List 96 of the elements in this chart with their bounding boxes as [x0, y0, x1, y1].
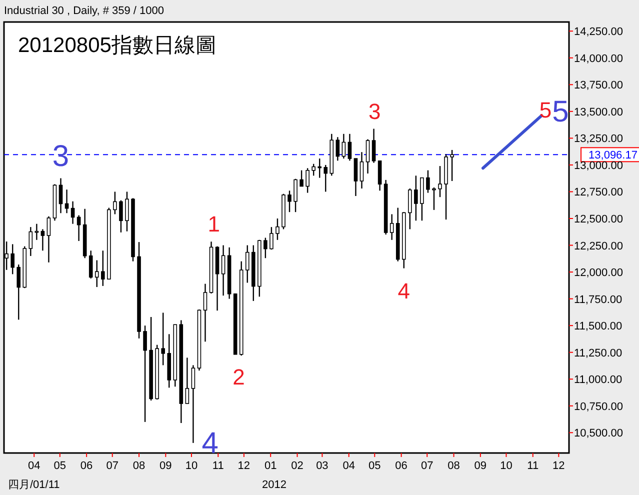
y-tick-label: 13,750.00: [574, 80, 623, 92]
x-tick-label: 05: [54, 460, 66, 472]
candlestick: [348, 133, 352, 162]
candlestick: [360, 152, 364, 190]
y-tick-label: 11,250.00: [574, 347, 622, 360]
candlestick: [426, 170, 430, 194]
text: 四月/01/11: [8, 479, 60, 491]
candlestick: [221, 244, 226, 296]
y-tick-label: 10,750.00: [574, 400, 623, 413]
candlestick: [94, 260, 99, 288]
x-tick-label: 06: [80, 460, 93, 472]
annotation: 1: [208, 212, 220, 237]
x-tick-label: 01: [264, 460, 277, 472]
annotation: 5: [539, 98, 552, 123]
candlestick: [58, 178, 63, 214]
x-tick-label: 02: [291, 460, 304, 472]
annotation: 3: [52, 140, 70, 174]
candlestick: [40, 228, 45, 252]
candlestick: [245, 244, 250, 284]
candlestick: [324, 164, 328, 192]
candlestick: [203, 283, 208, 342]
candlestick: [372, 128, 376, 164]
candlestick: [432, 186, 436, 211]
candlestick: [113, 191, 117, 215]
x-tick-label: 12: [238, 460, 250, 472]
candlestick: [354, 158, 358, 197]
x-tick-label: 09: [474, 460, 487, 472]
candlestick: [288, 190, 292, 213]
candlestick: [294, 178, 298, 213]
annotation: 4: [202, 426, 218, 460]
ref-line-label: 13,096.17: [588, 150, 638, 162]
candlestick: [366, 138, 370, 174]
candlestick: [438, 165, 442, 198]
candlestick: [270, 226, 274, 250]
y-tick-label: 13,250.00: [574, 133, 623, 146]
candlestick: [76, 214, 81, 242]
x-tick-label: 10: [185, 460, 198, 472]
y-tick-label: 12,500.00: [574, 213, 623, 226]
candlestick: [276, 218, 280, 241]
x-tick-label: 11: [212, 460, 224, 472]
x-tick-label: 12: [552, 460, 565, 472]
x-tick-label: 07: [106, 460, 118, 472]
annotation: 2: [232, 364, 245, 390]
candlestick: [312, 163, 316, 176]
x-tick-label: 11: [527, 460, 539, 472]
candlestick: [378, 160, 382, 192]
x-tick-label: 08: [132, 460, 146, 472]
candlestick: [450, 149, 454, 182]
y-tick-label: 11,750.00: [574, 294, 622, 306]
candlestick: [16, 264, 21, 320]
y-tick-label: 10,500.00: [574, 428, 623, 440]
x-tick-label: 09: [160, 460, 172, 472]
candlestick: [119, 200, 123, 234]
candlestick: [143, 324, 147, 423]
y-tick-label: 13,000.00: [574, 160, 623, 172]
y-tick-label: 12,000.00: [574, 267, 623, 280]
candlestick: [88, 250, 93, 280]
candlestick: [318, 158, 322, 178]
candlestick: [191, 364, 196, 444]
y-tick-label: 12,750.00: [574, 186, 623, 199]
candlestick: [306, 168, 310, 194]
text: 2012: [262, 479, 286, 491]
candlestick: [10, 244, 14, 275]
x-tick-label: 04: [342, 460, 355, 472]
x-tick-label: 05: [368, 460, 381, 472]
text: 20120805指數日線圖: [18, 34, 216, 57]
x-tick-label: 08: [448, 460, 460, 472]
candlestick: [100, 250, 105, 287]
y-tick-label: 14,000.00: [574, 52, 623, 65]
y-tick-label: 11,500.00: [574, 320, 622, 333]
candlestick: [28, 226, 33, 257]
annotation: 4: [398, 278, 410, 304]
candlestick: [185, 357, 190, 404]
candlestick: [390, 214, 394, 241]
x-tick-label: 04: [28, 460, 40, 472]
x-tick-label: 10: [500, 460, 512, 472]
candlestick: [70, 200, 75, 224]
candlestick: [300, 170, 304, 187]
candlestick: [125, 191, 129, 232]
candlestick: [336, 136, 340, 162]
y-tick-label: 11,000.00: [574, 374, 622, 386]
candlestick: [342, 133, 346, 160]
candlestick: [161, 312, 165, 366]
candlestick: [414, 175, 418, 222]
x-tick-label: 06: [395, 460, 408, 472]
annotation: 5: [552, 96, 569, 129]
chart-subtitle: Industrial 30 , Daily, # 359 / 1000: [4, 5, 164, 17]
annotation: 3: [368, 98, 381, 124]
x-tick-label: 07: [420, 460, 434, 472]
candlestick: [264, 237, 268, 259]
y-tick-label: 13,500.00: [574, 106, 623, 118]
candlestick: [46, 216, 51, 263]
y-tick-label: 12,250.00: [574, 240, 623, 252]
candlestick: [408, 188, 412, 230]
y-tick-label: 14,250.00: [574, 26, 623, 38]
x-tick-label: 03: [316, 460, 328, 472]
